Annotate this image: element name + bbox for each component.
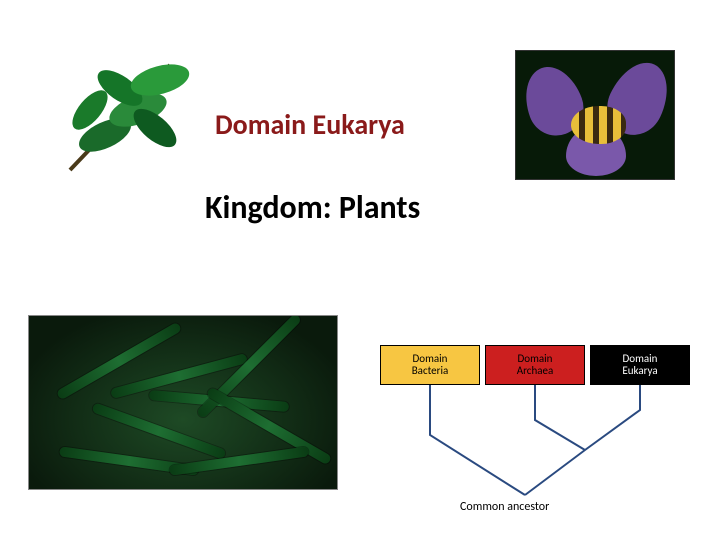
leaf-image	[50, 40, 200, 185]
phylogeny-diagram: Domain Bacteria Domain Archaea Domain Eu…	[375, 345, 695, 520]
fern-image	[28, 315, 338, 490]
domain-box-bacteria: Domain Bacteria	[380, 345, 480, 385]
bee-flower-image	[515, 50, 675, 180]
domain-box-line2: Bacteria	[412, 365, 449, 377]
phylogeny-tree-svg	[375, 385, 695, 505]
kingdom-title: Kingdom: Plants	[205, 188, 420, 227]
domain-box-line2: Archaea	[517, 365, 553, 377]
domain-title: Domain Eukarya	[215, 107, 405, 142]
domain-box-line2: Eukarya	[622, 365, 657, 377]
common-ancestor-label: Common ancestor	[460, 500, 549, 514]
domain-box-archaea: Domain Archaea	[485, 345, 585, 385]
domain-box-eukarya: Domain Eukarya	[590, 345, 690, 385]
